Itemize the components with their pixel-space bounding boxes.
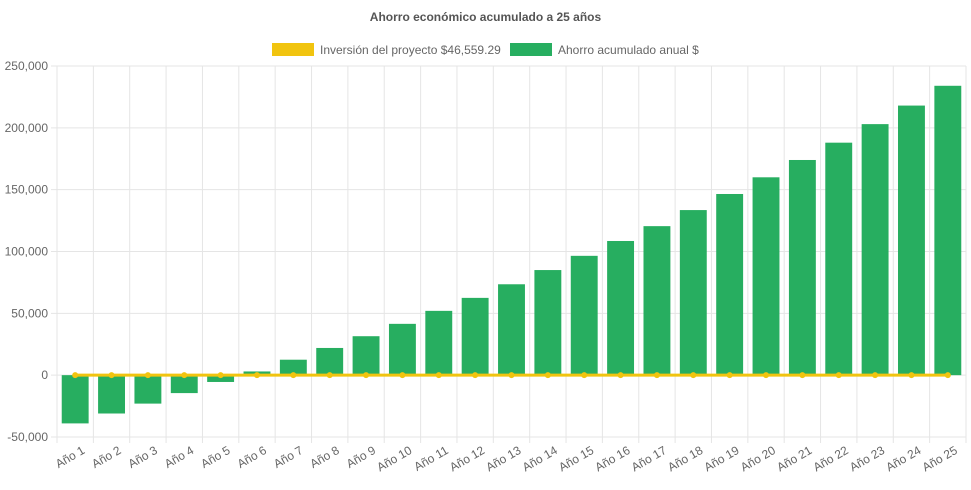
x-tick-label: Año 20 [738, 443, 778, 474]
line-point[interactable] [726, 372, 733, 379]
bar[interactable] [934, 85, 962, 376]
y-tick-label: 0 [41, 368, 48, 382]
bar[interactable] [98, 375, 125, 414]
bar[interactable] [643, 226, 671, 376]
bar[interactable] [388, 323, 416, 376]
line-series [72, 372, 951, 379]
y-tick-label: 50,000 [11, 306, 48, 320]
bar[interactable] [534, 270, 562, 376]
x-tick-label: Año 25 [920, 443, 960, 474]
bar[interactable] [461, 297, 489, 376]
bar[interactable] [898, 105, 925, 376]
x-tick-label: Año 16 [593, 443, 633, 474]
x-tick-label: Año 7 [271, 443, 305, 471]
x-tick-label: Año 24 [883, 443, 923, 474]
bar[interactable] [679, 210, 707, 376]
line-point[interactable] [472, 372, 479, 379]
x-tick-label: Año 17 [629, 443, 669, 474]
bar[interactable] [134, 375, 162, 404]
x-tick-label: Año 13 [483, 443, 523, 474]
chart-title: Ahorro económico acumulado a 25 años [370, 10, 602, 24]
line-point[interactable] [399, 372, 406, 379]
bar[interactable] [279, 359, 307, 376]
bar-series [61, 85, 962, 424]
line-point[interactable] [290, 372, 297, 379]
line-point[interactable] [763, 372, 770, 379]
bar[interactable] [207, 375, 235, 382]
bar[interactable] [498, 284, 525, 376]
x-axis: Año 1 Año 2 Año 3 Año 4 Año 5 Año 6 Año 7 Año 8… [53, 443, 960, 474]
line-point[interactable] [326, 372, 333, 379]
bar[interactable] [861, 124, 889, 376]
bar[interactable] [752, 177, 780, 376]
legend-label[interactable]: Ahorro acumulado anual $ [558, 43, 699, 57]
line-point[interactable] [253, 372, 260, 379]
x-tick-label: Año 15 [556, 443, 596, 474]
line-point[interactable] [799, 372, 806, 379]
x-tick-label: Año 18 [665, 443, 705, 474]
y-tick-label: 100,000 [5, 245, 49, 259]
y-axis: -50,000 0 50,000 100,000 150,000 200,000 250,0… [5, 59, 49, 444]
grid [51, 65, 967, 443]
x-tick-label: Año 14 [520, 443, 560, 474]
line-point[interactable] [544, 372, 551, 379]
legend-swatch[interactable] [272, 43, 314, 56]
x-tick-label: Año 6 [235, 443, 269, 471]
line-point[interactable] [508, 372, 515, 379]
x-tick-label: Año 1 [53, 443, 87, 471]
line-point[interactable] [872, 372, 879, 379]
bar[interactable] [716, 193, 744, 376]
line-point[interactable] [690, 372, 697, 379]
line-point[interactable] [617, 372, 624, 379]
x-tick-label: Año 21 [774, 443, 814, 474]
x-tick-label: Año 5 [198, 443, 232, 471]
bar[interactable] [352, 336, 380, 376]
bar[interactable] [570, 255, 598, 376]
line-point[interactable] [181, 372, 188, 379]
bar[interactable] [825, 142, 853, 376]
x-tick-label: Año 9 [344, 443, 378, 471]
x-tick-label: Año 4 [162, 443, 196, 471]
y-tick-label: -50,000 [7, 430, 48, 444]
x-tick-label: Año 11 [412, 443, 451, 474]
line-point[interactable] [908, 372, 915, 379]
line-point[interactable] [217, 372, 224, 379]
x-tick-label: Año 8 [307, 443, 341, 471]
y-tick-label: 150,000 [5, 183, 49, 197]
bar[interactable] [788, 159, 816, 376]
x-tick-label: Año 23 [847, 443, 887, 474]
line-point[interactable] [435, 372, 442, 379]
x-tick-label: Año 10 [374, 443, 414, 474]
line-point[interactable] [363, 372, 370, 379]
y-tick-label: 200,000 [5, 121, 49, 135]
line-point[interactable] [144, 372, 151, 379]
line-point[interactable] [653, 372, 660, 379]
bar[interactable] [607, 240, 635, 376]
y-tick-label: 250,000 [5, 59, 49, 73]
x-tick-label: Año 19 [702, 443, 742, 474]
legend-label[interactable]: Inversión del proyecto $46,559.29 [320, 43, 501, 57]
line-point[interactable] [581, 372, 588, 379]
bar[interactable] [316, 347, 344, 376]
bar[interactable] [61, 375, 89, 424]
line-point[interactable] [108, 372, 115, 379]
line-point[interactable] [72, 372, 79, 379]
bar[interactable] [170, 375, 198, 394]
x-tick-label: Año 3 [126, 443, 160, 471]
line-point[interactable] [944, 372, 951, 379]
line-point[interactable] [835, 372, 842, 379]
x-tick-label: Año 12 [447, 443, 487, 474]
legend-swatch[interactable] [510, 43, 552, 56]
x-tick-label: Año 22 [811, 443, 851, 474]
legend: Inversión del proyecto $46,559.29 Ahorro … [272, 43, 699, 57]
bar[interactable] [425, 310, 453, 376]
x-tick-label: Año 2 [89, 443, 123, 471]
